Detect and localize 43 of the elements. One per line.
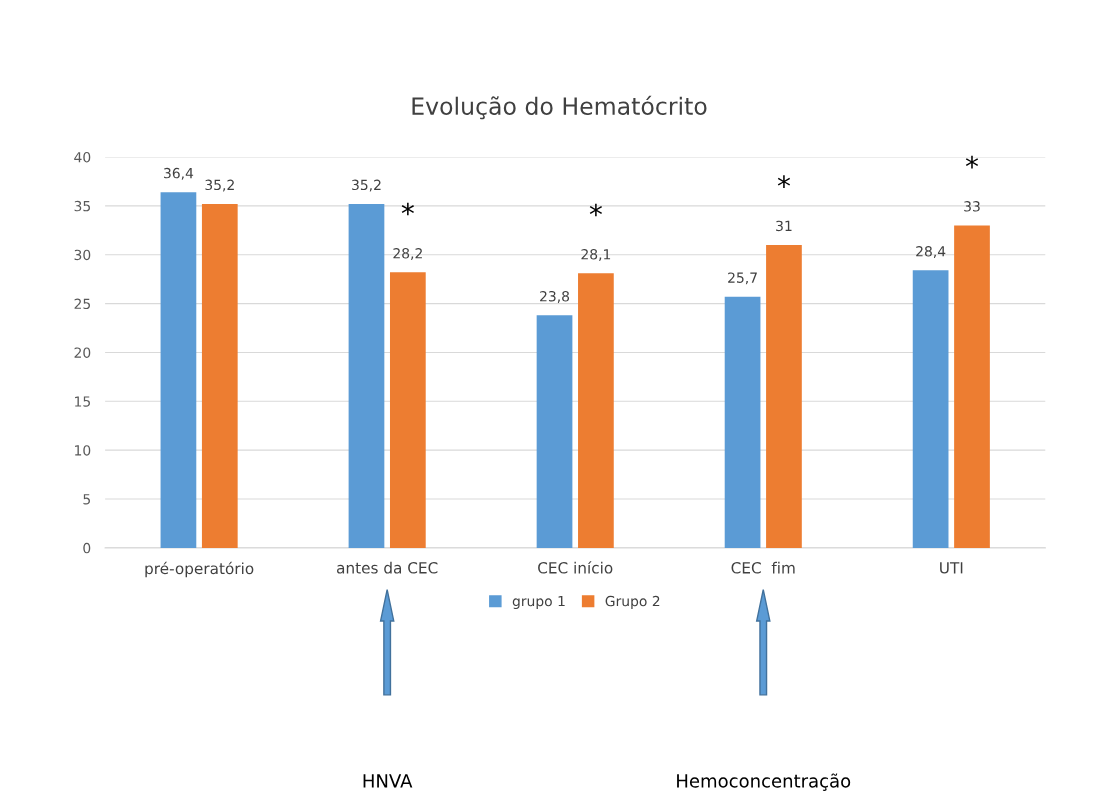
bar: [954, 225, 990, 548]
data-label: 35,2: [352, 179, 381, 192]
bar: [160, 192, 197, 548]
y-tick-label: 40: [74, 151, 91, 163]
bar: [578, 273, 614, 548]
bar: [912, 270, 949, 548]
chart-title: Evolução do Hematócrito: [412, 95, 707, 120]
x-tick-label: UTI: [940, 562, 963, 574]
bar: [201, 203, 238, 548]
legend-label: Grupo 2: [605, 595, 660, 610]
bar: [348, 203, 385, 548]
legend-label: grupo 1: [512, 595, 565, 610]
data-label: 36,4: [164, 167, 194, 180]
data-label: 23,8: [540, 291, 570, 303]
y-tick-label: 15: [75, 396, 90, 407]
data-label: 25,7: [728, 272, 757, 285]
data-label: 28,4: [916, 246, 946, 258]
annotation: *: [401, 202, 414, 216]
data-label: 28,2: [393, 248, 422, 260]
y-tick-label: 0: [83, 542, 91, 554]
bar: [536, 315, 573, 548]
bar: [724, 296, 761, 548]
x-tick-label: antes da CEC: [337, 561, 438, 574]
x-tick-label: CEC fim: [731, 561, 795, 574]
data-label: 31: [776, 220, 792, 232]
data-label: 28,1: [581, 248, 611, 261]
annotation: *: [965, 155, 979, 169]
y-tick-label: 25: [74, 298, 90, 310]
annotation: *: [777, 175, 791, 188]
data-label: 33: [964, 201, 980, 212]
bar: [766, 244, 802, 548]
x-tick-label: pré-operatório: [145, 561, 254, 578]
data-label: 35,2: [205, 179, 234, 192]
x-tick-label: CEC início: [538, 561, 613, 574]
bar: [389, 272, 426, 548]
y-tick-label: 20: [74, 347, 91, 358]
y-tick-label: 10: [75, 445, 91, 456]
y-tick-label: 5: [83, 494, 90, 505]
y-tick-label: 30: [74, 249, 91, 261]
text: Hemoconcentração: [677, 773, 851, 791]
text: HNVA: [363, 774, 413, 788]
annotation: *: [589, 203, 603, 217]
y-tick-label: 35: [74, 200, 90, 212]
